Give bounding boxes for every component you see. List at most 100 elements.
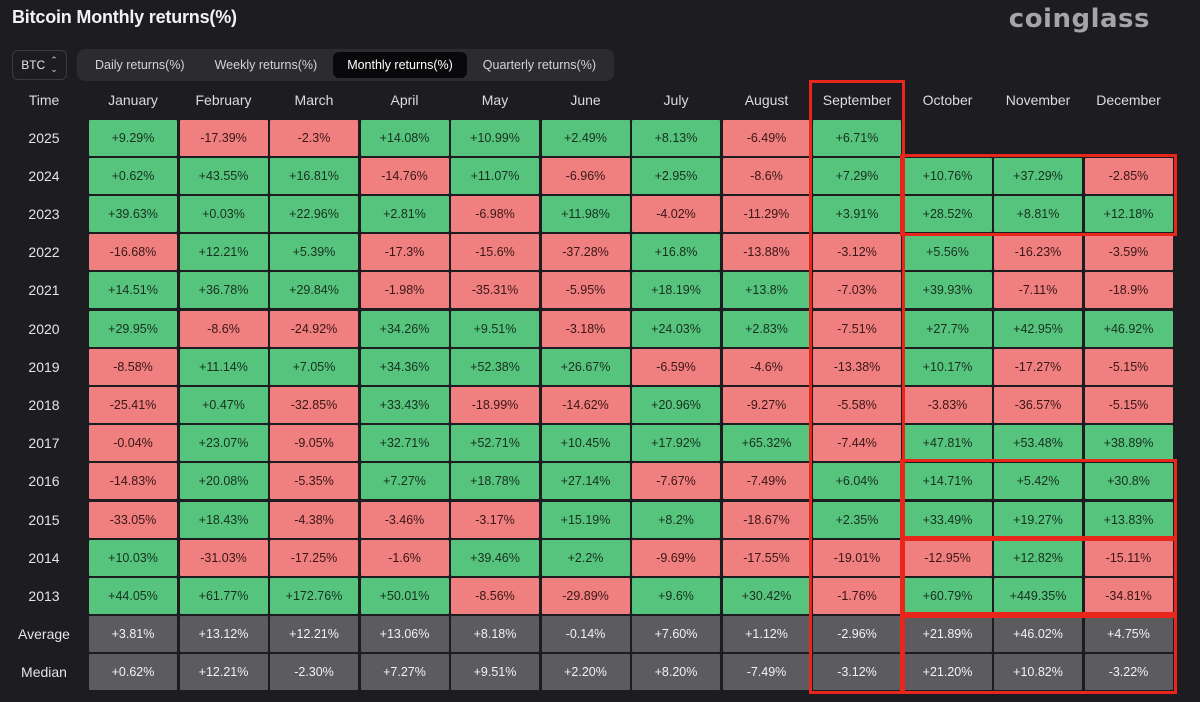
table-cell: +8.20% <box>632 654 720 691</box>
table-cell: +10.99% <box>451 119 539 156</box>
tab-quarterly[interactable]: Quarterly returns(%) <box>482 58 597 72</box>
year-row-label: 2021 <box>28 282 60 299</box>
table-cell: +13.83% <box>1084 501 1173 538</box>
table-cell: -1.98% <box>360 272 449 309</box>
asset-select[interactable]: BTC ⌃ ⌄ <box>12 50 67 80</box>
year-row-label: 2014 <box>28 549 60 566</box>
table-cell: +18.19% <box>632 272 720 309</box>
table-cell: -18.67% <box>722 501 811 538</box>
table-cell: -5.58% <box>813 386 901 423</box>
table-cell: +0.62% <box>89 157 177 194</box>
table-cell: +29.95% <box>89 310 177 347</box>
table-cell: -8.58% <box>89 348 177 385</box>
table-cell: +6.71% <box>813 119 901 156</box>
table-cell: +2.49% <box>541 119 630 156</box>
table-cell: +8.81% <box>994 195 1082 232</box>
table-cell: +52.38% <box>451 348 539 385</box>
table-cell: +23.07% <box>179 425 268 462</box>
table-cell: +7.27% <box>360 463 449 500</box>
table-cell: +13.8% <box>722 272 811 309</box>
table-cell: -14.83% <box>89 463 177 500</box>
table-cell: -1.76% <box>813 577 901 614</box>
table-cell: -13.88% <box>722 234 811 271</box>
table-cell: -3.83% <box>903 386 992 423</box>
table-cell: +19.27% <box>994 501 1082 538</box>
table-cell: -4.38% <box>270 501 358 538</box>
table-cell: -2.30% <box>270 654 358 691</box>
table-cell: -16.68% <box>89 234 177 271</box>
table-cell: +0.47% <box>179 386 268 423</box>
table-cell: -7.03% <box>813 272 901 309</box>
table-cell: +46.02% <box>994 616 1082 653</box>
table-cell: -5.15% <box>1084 348 1173 385</box>
returns-tabs: Daily returns(%) Weekly returns(%) Month… <box>77 49 615 81</box>
table-cell: +33.43% <box>360 386 449 423</box>
table-cell: +13.12% <box>179 616 268 653</box>
table-cell: -11.29% <box>722 195 811 232</box>
table-cell: +2.2% <box>541 539 630 576</box>
table-cell <box>994 120 1082 156</box>
table-cell: +1.12% <box>722 616 811 653</box>
table-cell: +11.14% <box>179 348 268 385</box>
tab-daily[interactable]: Daily returns(%) <box>95 58 185 72</box>
column-header-month: July <box>663 92 689 108</box>
table-cell: +18.43% <box>179 501 268 538</box>
table-cell: +46.92% <box>1084 310 1173 347</box>
table-cell: -24.92% <box>270 310 358 347</box>
table-cell <box>904 120 992 156</box>
table-cell: +3.81% <box>89 616 177 653</box>
table-cell: -3.59% <box>1084 234 1173 271</box>
table-cell: +16.81% <box>270 157 358 194</box>
table-cell: +34.36% <box>360 348 449 385</box>
table-cell: +13.06% <box>360 616 449 653</box>
table-cell: +8.18% <box>451 616 539 653</box>
table-cell: -13.38% <box>813 348 901 385</box>
table-cell: +22.96% <box>270 195 358 232</box>
table-cell: -36.57% <box>994 386 1082 423</box>
year-row-label: 2013 <box>28 587 60 604</box>
tab-weekly[interactable]: Weekly returns(%) <box>214 58 318 72</box>
tab-monthly[interactable]: Monthly returns(%) <box>333 52 467 78</box>
table-cell: +2.81% <box>360 195 449 232</box>
table-cell: +9.6% <box>632 577 720 614</box>
table-cell: -12.95% <box>903 539 992 576</box>
table-cell: +6.04% <box>813 463 901 500</box>
table-cell: +8.2% <box>632 501 720 538</box>
table-cell: -4.6% <box>722 348 811 385</box>
table-cell: -1.6% <box>360 539 449 576</box>
table-cell: +449.35% <box>994 577 1082 614</box>
table-cell: +26.67% <box>541 348 630 385</box>
table-cell: +12.21% <box>179 654 268 691</box>
table-cell: -4.02% <box>632 195 720 232</box>
table-cell: -18.9% <box>1084 272 1173 309</box>
table-cell: -3.17% <box>451 501 539 538</box>
table-cell: +14.71% <box>903 463 992 500</box>
table-cell: +39.93% <box>903 272 992 309</box>
table-cell: -0.14% <box>541 616 630 653</box>
column-header-month: November <box>1005 92 1071 108</box>
table-cell: +12.82% <box>994 539 1082 576</box>
table-cell: +15.19% <box>541 501 630 538</box>
table-cell: -7.49% <box>722 463 811 500</box>
table-cell: +43.55% <box>179 157 268 194</box>
table-cell: -15.11% <box>1084 539 1173 576</box>
table-cell: -16.23% <box>994 234 1082 271</box>
year-row-label: 2017 <box>28 435 60 452</box>
brand-logo: coinglass <box>1008 4 1150 34</box>
table-cell: -37.28% <box>541 234 630 271</box>
table-cell: +50.01% <box>360 577 449 614</box>
table-cell: -7.51% <box>813 310 901 347</box>
table-cell: +10.03% <box>89 539 177 576</box>
table-cell: +12.21% <box>179 234 268 271</box>
table-cell: -3.22% <box>1084 654 1173 691</box>
column-header-month: March <box>294 92 334 108</box>
table-cell: -17.25% <box>270 539 358 576</box>
table-cell: -17.3% <box>360 234 449 271</box>
table-cell: +2.83% <box>722 310 811 347</box>
table-cell: +17.92% <box>632 425 720 462</box>
table-cell: +7.60% <box>632 616 720 653</box>
table-cell: +28.52% <box>903 195 992 232</box>
column-header-month: October <box>922 92 973 108</box>
column-header-month: June <box>570 92 601 108</box>
table-cell: +37.29% <box>994 157 1082 194</box>
